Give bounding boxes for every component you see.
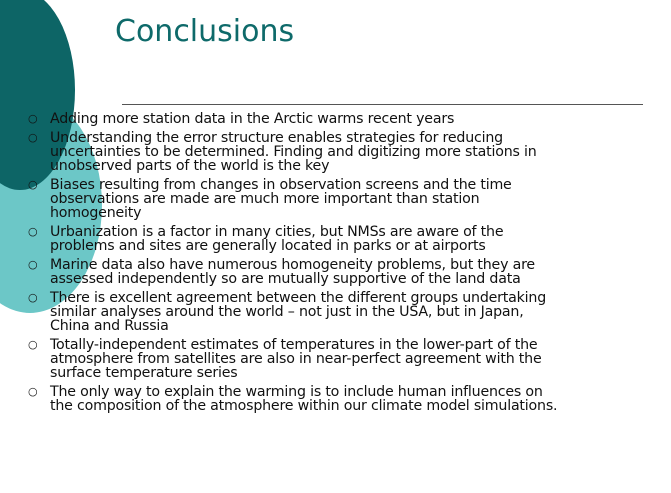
bullet: Marine data also have numerous homogenei… [28, 258, 668, 286]
bullet-list: Adding more station data in the Arctic w… [28, 112, 668, 418]
bullet-text: Totally-independent estimates of tempera… [50, 337, 538, 353]
bullet-text: The only way to explain the warming is t… [50, 384, 543, 400]
bullet: There is excellent agreement between the… [28, 291, 668, 333]
bullet-text: Understanding the error structure enable… [50, 130, 503, 146]
bullet-text: China and Russia [50, 318, 169, 334]
bullet: Urbanization is a factor in many cities,… [28, 225, 668, 253]
bullet-text: There is excellent agreement between the… [50, 290, 547, 306]
divider [122, 104, 643, 105]
title: Conclusions [115, 14, 295, 49]
bullet: Adding more station data in the Arctic w… [28, 112, 668, 126]
bullet: Understanding the error structure enable… [28, 131, 668, 173]
bullet-text: homogeneity [50, 205, 142, 221]
bullet-text: assessed independently so are mutually s… [50, 271, 521, 287]
bullet-text: Biases resulting from changes in observa… [50, 177, 512, 193]
bullet: The only way to explain the warming is t… [28, 385, 668, 413]
bullet-text: Marine data also have numerous homogenei… [50, 257, 535, 273]
bullet-text: atmosphere from satellites are also in n… [50, 351, 542, 367]
bullet-text: Urbanization is a factor in many cities,… [50, 224, 504, 240]
bullet-text: surface temperature series [50, 365, 238, 381]
bullet: Totally-independent estimates of tempera… [28, 338, 668, 380]
bullet-text: similar analyses around the world – not … [50, 304, 524, 320]
bullet-text: unobserved parts of the world is the key [50, 158, 330, 174]
bullet-text: Adding more station data in the Arctic w… [50, 111, 455, 127]
bullet-text: observations are made are much more impo… [50, 191, 480, 207]
bullet-text: problems and sites are generally located… [50, 238, 486, 254]
bullet-text: uncertainties to be determined. Finding … [50, 144, 537, 160]
bullet: Biases resulting from changes in observa… [28, 178, 668, 220]
bullet-text: the composition of the atmosphere within… [50, 398, 558, 414]
